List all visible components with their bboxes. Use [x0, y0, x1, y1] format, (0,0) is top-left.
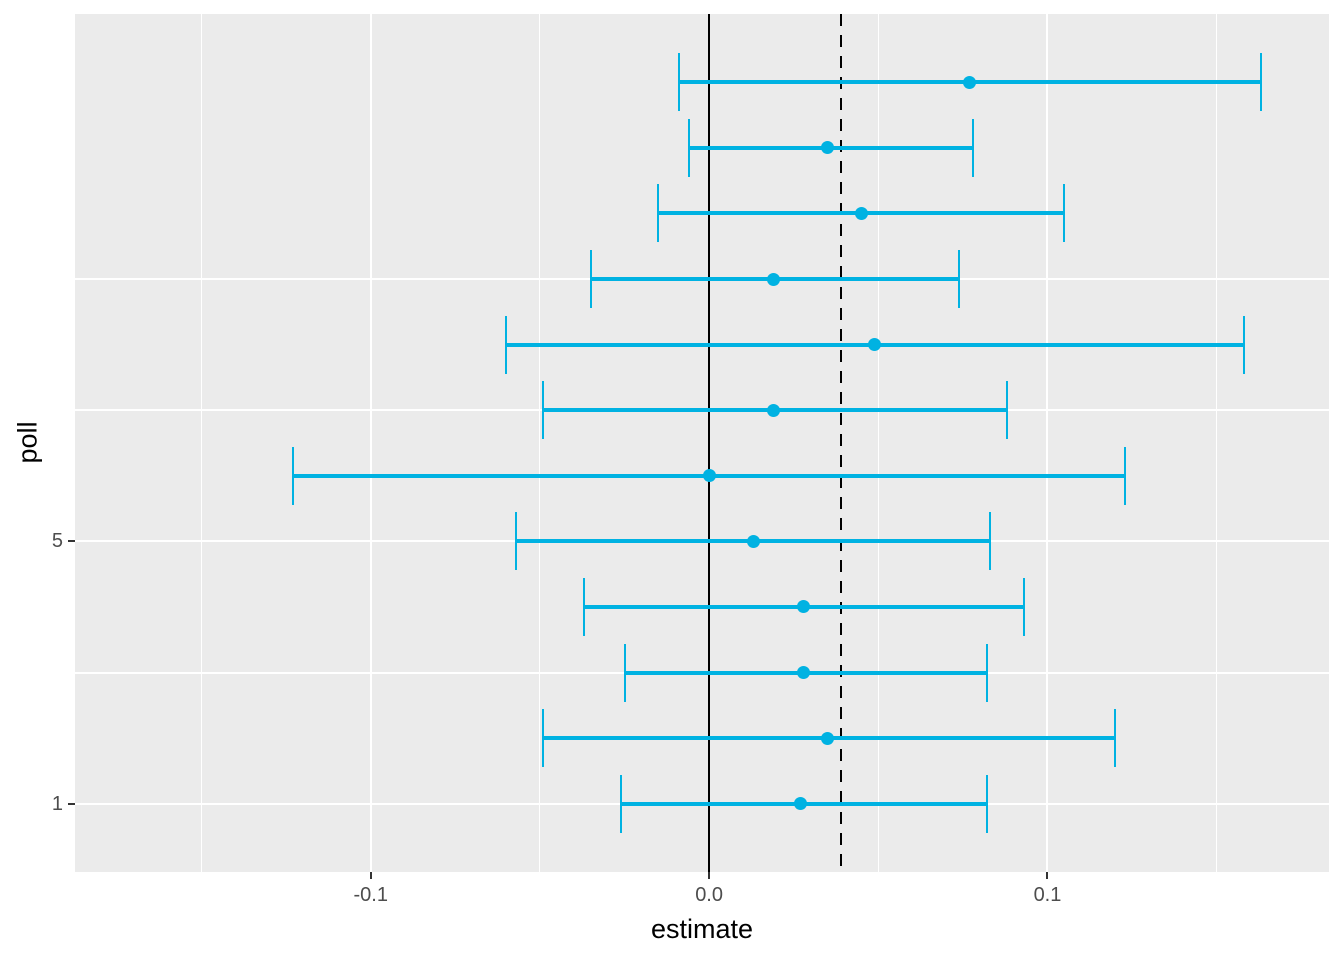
plot-panel [75, 14, 1329, 872]
error-bar-cap-left [687, 118, 690, 177]
error-bar-cap-left [515, 512, 518, 571]
error-bar-cap-right [1124, 446, 1127, 505]
estimate-point [766, 403, 780, 417]
estimate-point [821, 141, 835, 155]
error-bar-cap-right [1242, 315, 1245, 374]
error-bar-cap-left [505, 315, 508, 374]
error-bar-cap-left [589, 250, 592, 308]
error-bar-cap-left [657, 184, 660, 243]
estimate-point [797, 666, 811, 680]
gridline-x-minor [1216, 14, 1218, 872]
x-axis-tick [708, 872, 711, 879]
x-axis-title: estimate [650, 914, 754, 944]
gridline-x-minor [201, 14, 203, 872]
error-bar-cap-right [1114, 709, 1117, 768]
error-bar-cap-right [985, 774, 988, 833]
error-bar-cap-right [1063, 184, 1066, 243]
error-bar-cap-right [972, 118, 975, 177]
x-axis-tick-label: 0.0 [695, 884, 723, 906]
estimate-point [854, 206, 868, 220]
error-bar-cap-right [1022, 577, 1025, 636]
error-bar-cap-left [623, 643, 626, 702]
error-bar-cap-left [620, 774, 623, 833]
x-axis-tick [1046, 872, 1049, 879]
estimate-point [797, 600, 811, 614]
estimate-point [963, 75, 977, 89]
error-bar-cap-left [582, 577, 585, 636]
estimate-point [766, 272, 780, 286]
estimate-point [702, 469, 716, 483]
gridline-x-minor [539, 14, 541, 872]
estimate-point [793, 797, 807, 811]
dashed-reference-line [840, 14, 843, 872]
y-axis-tick [68, 802, 75, 805]
error-bar-cap-right [985, 643, 988, 702]
x-axis-tick-label: 0.1 [1033, 884, 1062, 906]
error-bar-cap-right [958, 250, 961, 308]
estimate-point [746, 534, 760, 548]
error-bar-cap-right [1005, 381, 1008, 440]
error-bar-cap-left [542, 709, 545, 768]
gridline-x-major [369, 14, 372, 872]
estimate-point [821, 731, 835, 745]
x-axis-tick-label: -0.1 [353, 884, 388, 906]
y-axis-tick [68, 540, 75, 543]
zero-reference-line [708, 14, 711, 872]
error-bar-cap-left [542, 381, 545, 440]
estimate-point [868, 338, 882, 352]
error-bar-cap-left [291, 446, 294, 505]
error-bar-cap-right [988, 512, 991, 571]
error-bar-cap-right [1259, 53, 1262, 112]
error-bar-cap-left [677, 53, 680, 112]
y-axis-tick-label: 1 [51, 792, 63, 815]
gridline-x-major [1046, 14, 1049, 872]
y-axis-tick-label: 5 [51, 530, 63, 553]
y-axis-title: poll [12, 421, 43, 464]
x-axis-tick [369, 872, 372, 879]
gridline-x-minor [877, 14, 879, 872]
